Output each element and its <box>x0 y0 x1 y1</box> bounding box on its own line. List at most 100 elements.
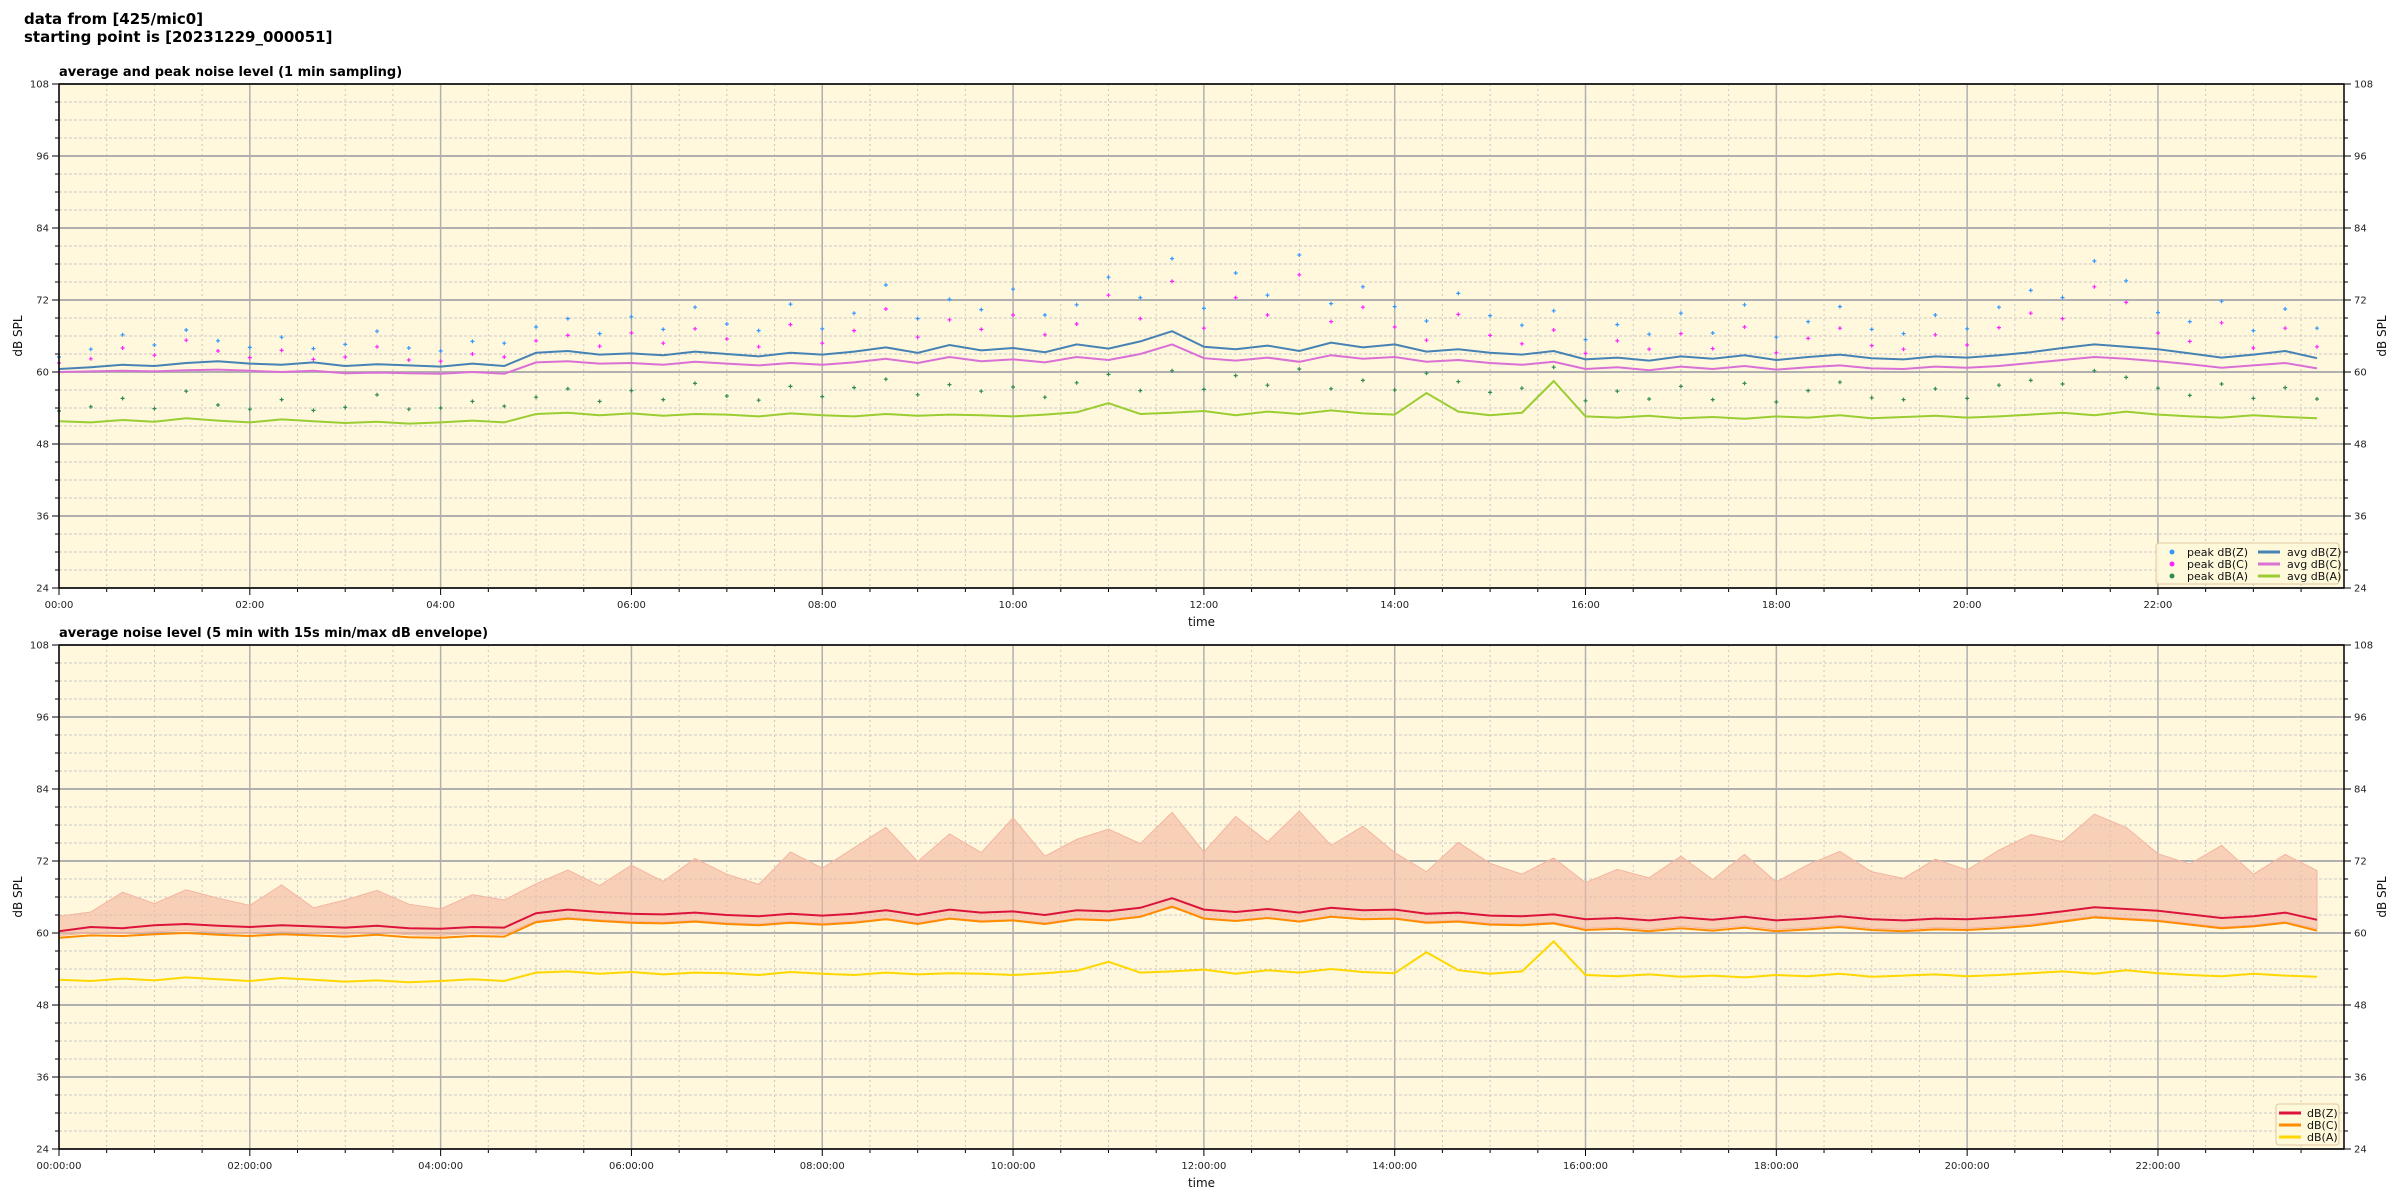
x-tick-label: 06:00 <box>617 600 646 611</box>
point-peak-db-c <box>1074 322 1079 326</box>
point-peak-db-a <box>1456 379 1461 384</box>
point-peak-db-c <box>724 337 729 341</box>
point-peak-db-z <box>2124 278 2129 283</box>
y-tick-label-right: 72 <box>2354 296 2367 307</box>
point-peak-db-z <box>502 341 507 346</box>
point-peak-db-c <box>1201 326 1206 331</box>
point-peak-db-z <box>1933 313 1938 317</box>
point-peak-db-z <box>1615 322 1620 327</box>
line-db-a <box>58 939 2318 984</box>
point-peak-db-a <box>88 404 93 409</box>
point-peak-db-c <box>1265 313 1270 317</box>
point-peak-db-z <box>438 349 443 353</box>
point-peak-db-z <box>1774 335 1779 340</box>
line-db-z <box>58 897 2318 933</box>
point-peak-db-a <box>1996 383 2001 388</box>
y-tick-label-left: 36 <box>36 1073 49 1084</box>
point-peak-db-a <box>1424 371 1429 376</box>
point-peak-db-z <box>1742 302 1747 307</box>
point-peak-db-c <box>470 352 475 356</box>
point-peak-db-a <box>1710 397 1715 402</box>
x-axis-label: time <box>1188 615 1215 629</box>
point-peak-db-a <box>279 397 284 402</box>
point-peak-db-c <box>2092 284 2097 289</box>
x-tick-label: 14:00 <box>1380 600 1409 611</box>
point-peak-db-z <box>1042 313 1047 317</box>
y-tick-label-left: 24 <box>36 584 49 595</box>
y-tick-label-right: 96 <box>2354 713 2367 724</box>
point-peak-db-z <box>883 283 888 287</box>
x-tick-label: 02:00:00 <box>227 1161 272 1172</box>
point-peak-db-c <box>565 333 570 338</box>
point-peak-db-a <box>1392 388 1397 392</box>
point-peak-db-z <box>534 325 539 329</box>
point-peak-db-a <box>1806 388 1811 393</box>
x-tick-label: 14:00:00 <box>1372 1161 1417 1172</box>
point-peak-db-z <box>1869 327 1874 332</box>
y-tick-label-right: 48 <box>2354 1001 2367 1012</box>
point-peak-db-a <box>661 397 666 402</box>
point-peak-db-a <box>2283 385 2288 390</box>
point-peak-db-z <box>1456 291 1461 296</box>
point-peak-db-c <box>661 341 666 346</box>
point-peak-db-c <box>438 359 443 364</box>
point-peak-db-a <box>1519 386 1524 391</box>
point-peak-db-z <box>1106 275 1111 280</box>
point-peak-db-c <box>2314 344 2319 349</box>
point-peak-db-z <box>1647 332 1652 337</box>
point-peak-db-a <box>979 389 984 394</box>
point-peak-db-z <box>852 311 857 316</box>
point-peak-db-c <box>1615 338 1620 343</box>
point-peak-db-c <box>1869 343 1874 348</box>
legend-marker <box>2169 561 2175 567</box>
point-peak-db-c <box>152 353 157 358</box>
y-tick-label-left: 60 <box>36 368 49 379</box>
x-tick-label: 12:00:00 <box>1181 1161 1226 1172</box>
y-tick-label-left: 72 <box>36 857 49 868</box>
point-peak-db-a <box>152 406 157 411</box>
point-peak-db-a <box>1011 385 1016 389</box>
point-peak-db-a <box>1042 395 1047 400</box>
x-tick-label: 18:00:00 <box>1754 1161 1799 1172</box>
point-peak-db-z <box>343 342 348 347</box>
point-peak-db-z <box>406 346 411 350</box>
point-peak-db-c <box>247 355 252 360</box>
point-peak-db-a <box>1551 365 1556 370</box>
point-peak-db-z <box>1329 301 1334 306</box>
point-peak-db-c <box>1901 347 1906 352</box>
point-peak-db-a <box>1074 380 1079 385</box>
point-peak-db-a <box>2092 368 2097 373</box>
point-peak-db-c <box>1360 305 1365 310</box>
point-peak-db-z <box>2283 307 2288 311</box>
point-peak-db-c <box>1138 316 1143 321</box>
x-tick-label: 16:00:00 <box>1563 1161 1608 1172</box>
point-peak-db-z <box>947 297 952 302</box>
y-tick-label-right: 96 <box>2354 152 2367 163</box>
point-peak-db-c <box>788 322 793 327</box>
point-peak-db-c <box>1488 333 1493 338</box>
point-peak-db-a <box>1360 378 1365 383</box>
x-axis-label: time <box>1188 1176 1215 1190</box>
point-peak-db-c <box>1424 338 1429 343</box>
legend: dB(Z)dB(C)dB(A) <box>2275 1103 2340 1146</box>
point-peak-db-z <box>184 328 189 332</box>
point-peak-db-z <box>1965 326 1970 331</box>
line-avg-db-a <box>58 379 2318 425</box>
plot-frame <box>58 83 2345 589</box>
point-peak-db-z <box>1996 305 2001 310</box>
point-peak-db-z <box>565 316 570 321</box>
point-peak-db-c <box>1233 295 1238 300</box>
point-peak-db-z <box>820 326 825 331</box>
y-tick-label-left: 72 <box>36 296 49 307</box>
point-peak-db-z <box>1678 311 1683 316</box>
point-peak-db-a <box>1201 387 1206 392</box>
legend-label: avg dB(C) <box>2287 558 2342 571</box>
point-peak-db-a <box>502 404 507 409</box>
plot-frame <box>58 644 2345 1150</box>
point-peak-db-c <box>2155 331 2160 335</box>
point-peak-db-a <box>1647 397 1652 401</box>
point-peak-db-a <box>2187 393 2192 398</box>
header-source: data from [425/mic0] <box>24 10 204 28</box>
point-peak-db-c <box>1392 325 1397 329</box>
point-peak-db-c <box>120 346 125 350</box>
